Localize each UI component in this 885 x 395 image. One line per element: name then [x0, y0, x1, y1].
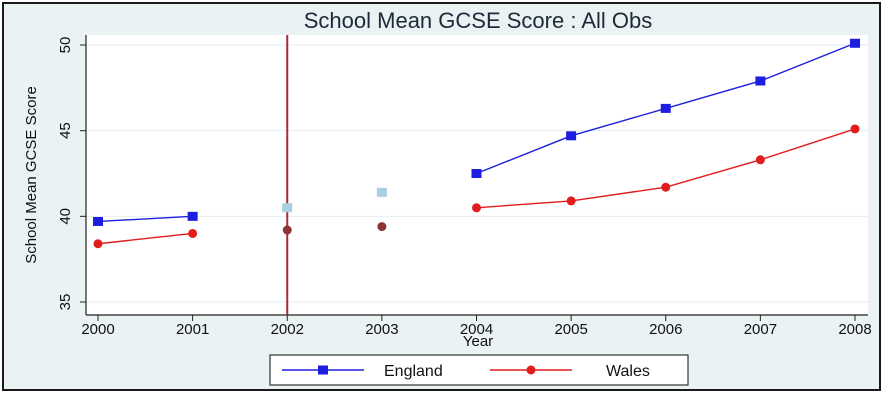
england-line-segment: [760, 42, 856, 82]
x-tick-label: 2007: [744, 321, 777, 338]
x-tick-label: 2000: [81, 321, 114, 338]
wales-line-segment: [665, 159, 761, 188]
y-tick-label: 50: [57, 37, 74, 54]
england-line-segment: [97, 215, 193, 223]
x-tick-label: 2008: [838, 321, 871, 338]
england-line-segment: [665, 80, 761, 110]
wales-line-segment: [476, 200, 572, 209]
y-tick-label: 40: [57, 208, 74, 225]
wales-line-segment: [571, 186, 666, 202]
england-point: [850, 38, 860, 48]
wales-point: [282, 225, 292, 235]
england-legend-label: England: [384, 363, 443, 380]
england-line-segment: [476, 135, 572, 175]
x-axis-label: Year: [463, 333, 493, 350]
wales-legend-label: Wales: [606, 363, 650, 380]
england-point: [566, 131, 577, 141]
wales-point: [188, 228, 198, 238]
legend: England Wales: [269, 354, 689, 386]
england-point: [376, 187, 387, 197]
x-tick-label: 2001: [176, 321, 209, 338]
x-tick-label: 2004: [460, 321, 493, 338]
england-point: [93, 216, 103, 226]
y-tick-label: 35: [57, 294, 74, 311]
wales-point: [755, 155, 765, 165]
wales-point: [93, 239, 103, 249]
y-axis-label: School Mean GCSE Score: [23, 86, 40, 264]
england-point: [282, 203, 293, 213]
chart-title: School Mean GCSE Score : All Obs: [304, 8, 653, 33]
wales-point: [377, 222, 387, 232]
england-legend-marker: [318, 365, 328, 375]
gridlines: [86, 44, 868, 303]
x-tick-label: 2002: [271, 321, 304, 338]
wales-line-segment: [97, 232, 193, 245]
wales-point: [661, 182, 671, 192]
x-tick-label: 2003: [365, 321, 398, 338]
axes: 35 40 45 50 2000 2001 2002 2003 2004 2005 2006 2007…: [57, 35, 872, 338]
england-line-segment: [570, 107, 666, 137]
wales-legend-marker: [526, 365, 536, 375]
england-point: [660, 103, 671, 113]
series-layer: [93, 35, 860, 315]
england-point: [187, 211, 198, 221]
wales-point: [850, 124, 860, 134]
england-point: [471, 169, 482, 178]
x-tick-label: 2005: [554, 321, 587, 338]
england-point: [755, 76, 766, 86]
x-tick-label: 2006: [649, 321, 682, 338]
wales-point: [566, 196, 576, 206]
y-tick-label: 45: [57, 122, 74, 139]
wales-point: [472, 203, 481, 213]
wales-line-segment: [760, 128, 856, 161]
